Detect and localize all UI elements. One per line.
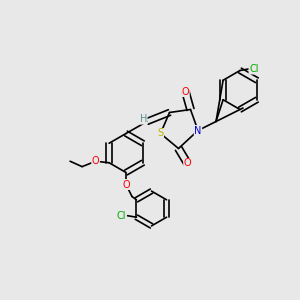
Text: S: S: [158, 128, 164, 139]
Text: H: H: [140, 114, 147, 124]
Text: O: O: [122, 179, 130, 190]
Text: O: O: [92, 156, 99, 166]
Text: O: O: [182, 86, 189, 97]
Text: Cl: Cl: [249, 64, 259, 74]
Text: N: N: [194, 125, 202, 136]
Text: Cl: Cl: [117, 211, 126, 221]
Text: O: O: [184, 158, 191, 169]
